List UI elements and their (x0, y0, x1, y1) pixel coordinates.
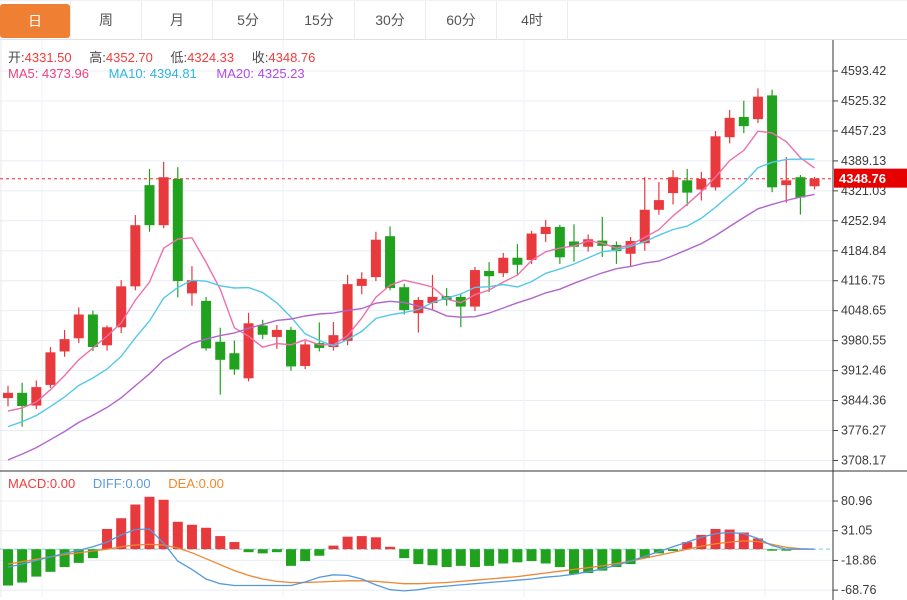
low-label: 低: (170, 50, 188, 65)
timeframe-tabbar: 日周月 5分 15分 30分 60分 4时 (0, 0, 907, 40)
diff-value: 0.00 (125, 476, 151, 491)
dea-value: 0.00 (198, 476, 224, 491)
last-price-badge-text: 4348.76 (839, 171, 886, 186)
macd-value: 0.00 (49, 476, 76, 491)
tab-周[interactable]: 周 (70, 1, 141, 39)
diff-label: DIFF: (92, 476, 126, 491)
close-value: 4348.76 (268, 50, 316, 65)
low-value: 4324.33 (187, 50, 235, 65)
price-axis-label: 3980.55 (841, 334, 886, 348)
price-axis-label: 4184.84 (841, 244, 886, 258)
ma20-value: 4325.23 (257, 66, 305, 81)
tab-15分[interactable]: 15分 (283, 1, 354, 39)
macd-label: MACD: (8, 476, 50, 491)
tab-月[interactable]: 月 (141, 1, 212, 39)
tab-30分[interactable]: 30分 (354, 1, 425, 39)
tab-日[interactable]: 日 (0, 4, 70, 38)
tab-60分[interactable]: 60分 (425, 1, 496, 39)
ma10-value: 4394.81 (149, 66, 197, 81)
price-axis-label: 4116.75 (841, 274, 885, 288)
price-axis-label: 4252.94 (841, 214, 886, 228)
tab-5分[interactable]: 5分 (212, 1, 283, 39)
ma-readout: MA5: 4373.96 MA10: 4394.81 MA20: 4325.23 (8, 66, 305, 81)
price-axis-label: 3708.17 (841, 453, 886, 467)
open-label: 开: (8, 50, 25, 65)
price-axis-label: 3844.36 (841, 394, 886, 408)
last-price-badge (834, 168, 907, 188)
macd-axis-label: -18.86 (841, 553, 876, 567)
ma10-label: MA10: (108, 66, 147, 81)
close-label: 收: (251, 50, 269, 65)
ma5-value: 4373.96 (41, 66, 89, 81)
price-axis-label: 4525.32 (841, 94, 886, 108)
price-axis-label: 3912.46 (841, 364, 886, 378)
macd-axis-label: -68.76 (841, 583, 876, 597)
macd-axis-label: 80.96 (841, 494, 872, 508)
dea-label: DEA: (168, 476, 199, 491)
high-value: 4352.70 (105, 50, 153, 65)
ma20-label: MA20: (216, 66, 254, 81)
price-axis-label: 4048.65 (841, 304, 886, 318)
open-value: 4331.50 (24, 50, 72, 65)
high-label: 高: (89, 50, 106, 65)
tabbar-spacer (567, 1, 907, 39)
price-axis-label: 4389.13 (841, 154, 886, 168)
macd-axis-label: 31.05 (841, 524, 872, 538)
macd-readout: MACD:0.00 DIFF:0.00 DEA:0.00 (8, 476, 224, 491)
tab-4时[interactable]: 4时 (496, 1, 567, 39)
price-axis-label: 3776.27 (841, 424, 886, 438)
ma5-label: MA5: (8, 66, 39, 81)
price-axis-label: 4593.42 (841, 64, 886, 78)
ohlc-readout: 开:4331.50 高:4352.70 低:4324.33 收:4348.76 (8, 47, 329, 66)
price-axis-label: 4457.23 (841, 124, 886, 138)
